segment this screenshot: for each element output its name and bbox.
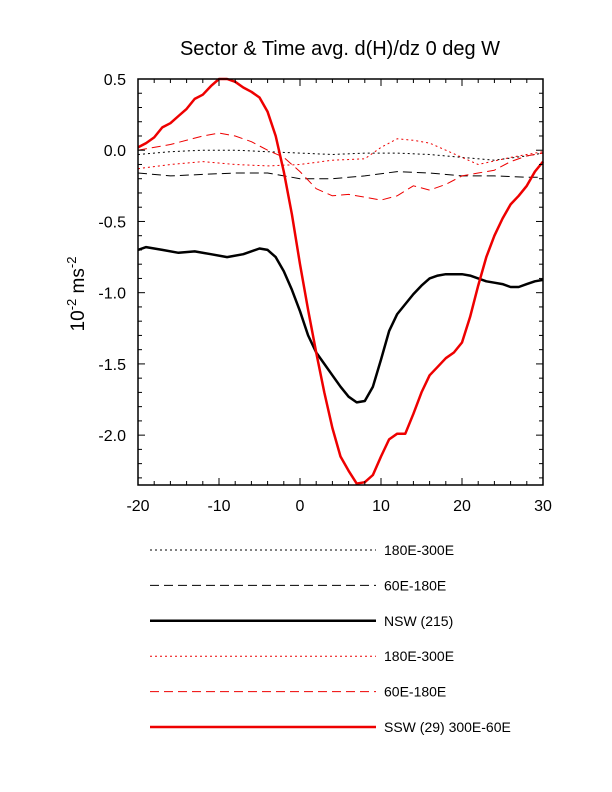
- y-tick-label: 0.0: [104, 143, 126, 160]
- x-tick-label: -10: [207, 498, 230, 515]
- y-tick-label: -2.0: [98, 428, 126, 445]
- x-tick-label: 20: [453, 498, 471, 515]
- series-line-2: [137, 171, 543, 180]
- series-line-6: [137, 77, 544, 485]
- legend-label-6: SSW (29) 300E-60E: [384, 719, 511, 735]
- y-axis-label-exponent: -2: [64, 299, 79, 311]
- legend-label-4: 180E-300E: [384, 648, 454, 664]
- y-tick-label: -1.5: [98, 357, 126, 374]
- x-tick-label: 0: [296, 498, 305, 515]
- legend: 180E-300E 60E-180E NSW (215) 180E-300E 60E-1…: [150, 542, 511, 735]
- legend-label-2: 60E-180E: [384, 577, 446, 593]
- series-line-1: [137, 149, 544, 161]
- series-line-5: [137, 132, 544, 201]
- axis-tick-labels: -20 -10 0 10 20 30 0.5 0.0 -0.5 -1.0 -1.5 -2.0: [98, 72, 552, 515]
- x-tick-label: 30: [534, 498, 552, 515]
- x-tick-label: 10: [372, 498, 390, 515]
- y-axis-label-unit-exponent: -2: [64, 257, 79, 269]
- series-line-4: [137, 138, 544, 170]
- y-axis-label-unit: ms: [68, 268, 89, 293]
- legend-label-1: 180E-300E: [384, 542, 454, 558]
- chart-title: Sector & Time avg. d(H)/dz 0 deg W: [180, 38, 500, 60]
- x-tick-label: -20: [126, 498, 149, 515]
- plot-lines: [137, 77, 544, 485]
- legend-label-5: 60E-180E: [384, 684, 446, 700]
- plot-frame: [137, 78, 544, 486]
- legend-label-3: NSW (215): [384, 613, 453, 629]
- series-line-3: [137, 245, 544, 404]
- y-axis-label: 10-2 ms-2: [64, 257, 89, 332]
- y-tick-label: 0.5: [104, 72, 126, 89]
- y-tick-label: -0.5: [98, 214, 126, 231]
- y-axis-label-base: 10: [68, 310, 89, 331]
- axis-ticks: [137, 78, 544, 485]
- y-tick-label: -1.0: [98, 286, 126, 303]
